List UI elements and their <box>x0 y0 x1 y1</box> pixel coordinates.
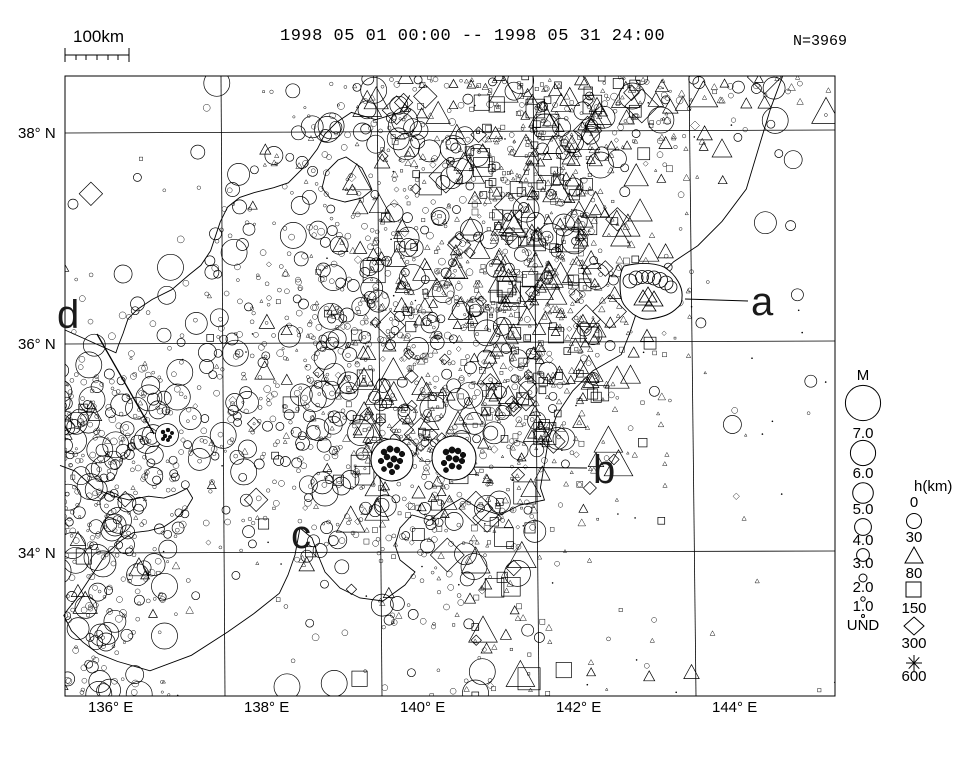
svg-text:142° E: 142° E <box>556 699 601 716</box>
svg-text:3.0: 3.0 <box>853 555 874 572</box>
svg-text:138° E: 138° E <box>244 699 289 716</box>
svg-text:UND: UND <box>847 617 880 634</box>
svg-text:1998 05 01 00:00 -- 1998 05 31: 1998 05 01 00:00 -- 1998 05 31 24:00 <box>280 27 665 46</box>
svg-text:d: d <box>57 293 79 337</box>
svg-text:600: 600 <box>901 668 926 685</box>
svg-text:1.0: 1.0 <box>853 598 874 615</box>
svg-text:a: a <box>751 280 774 324</box>
svg-text:M: M <box>857 367 870 384</box>
svg-text:c: c <box>291 513 311 557</box>
svg-text:300: 300 <box>901 635 926 652</box>
svg-text:144° E: 144° E <box>712 699 757 716</box>
svg-text:h(km): h(km) <box>914 478 952 495</box>
svg-text:30: 30 <box>906 529 923 546</box>
svg-text:80: 80 <box>906 565 923 582</box>
svg-text:38° N: 38° N <box>18 125 56 142</box>
svg-text:b: b <box>593 448 615 492</box>
svg-text:140° E: 140° E <box>400 699 445 716</box>
svg-text:2.0: 2.0 <box>853 579 874 596</box>
svg-text:150: 150 <box>901 600 926 617</box>
svg-text:36° N: 36° N <box>18 336 56 353</box>
svg-text:100km: 100km <box>73 27 124 46</box>
svg-text:5.0: 5.0 <box>853 501 874 518</box>
svg-text:N=3969: N=3969 <box>793 33 847 50</box>
svg-text:136° E: 136° E <box>88 699 133 716</box>
svg-text:7.0: 7.0 <box>853 425 874 442</box>
svg-text:0: 0 <box>910 494 918 511</box>
svg-text:6.0: 6.0 <box>853 465 874 482</box>
svg-text:4.0: 4.0 <box>853 532 874 549</box>
svg-text:34° N: 34° N <box>18 545 56 562</box>
